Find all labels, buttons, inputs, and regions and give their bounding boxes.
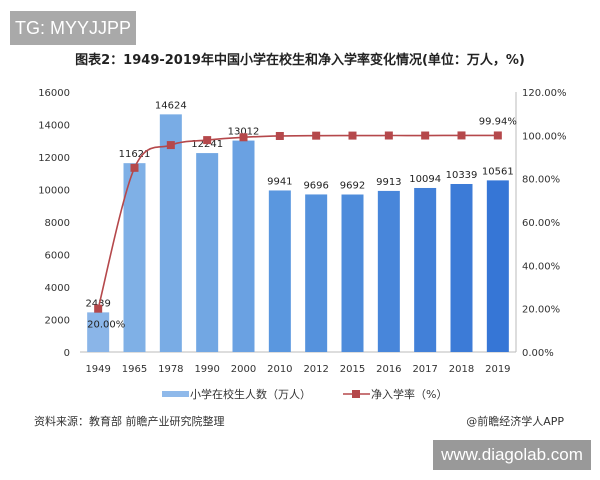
left-tick-label: 0 [64,348,70,359]
bar-1965 [123,163,146,352]
bar-value-label: 2439 [85,298,110,309]
rate-marker-1990 [203,136,212,145]
rate-marker-2000 [239,133,248,142]
bar-2012 [305,194,328,352]
bar-2015 [341,194,364,352]
right-tick-label: 20.00% [522,305,560,316]
left-tick-label: 4000 [45,283,70,294]
bar-2016 [377,190,400,352]
legend-line-label: 净入学率（%） [371,387,447,401]
right-tick-label: 40.00% [522,261,560,272]
rate-marker-2016 [384,131,393,140]
x-tick-label: 1965 [122,364,147,375]
bar-value-label: 9941 [267,176,292,187]
legend-bar-swatch [162,391,189,397]
left-tick-label: 6000 [45,251,70,262]
left-tick-label: 2000 [45,316,70,327]
x-tick-label: 1978 [158,364,183,375]
bar-value-label: 12241 [191,139,223,150]
x-tick-label: 2000 [231,364,256,375]
x-tick-label: 2016 [376,364,401,375]
bar-value-label: 14624 [155,100,187,111]
bar-value-label: 10561 [482,166,514,177]
x-tick-label: 2015 [340,364,365,375]
left-tick-label: 10000 [38,186,70,197]
x-tick-label: 2010 [267,364,292,375]
x-tick-label: 2019 [485,364,510,375]
rate-line [97,134,498,309]
bar-2017 [414,187,437,352]
bar-2018 [450,183,473,352]
rate-marker-2015 [348,131,357,140]
left-tick-label: 14000 [38,121,70,132]
left-tick-label: 16000 [38,88,70,99]
rate-marker-2017 [421,131,430,140]
watermark-bottom: www.diagolab.com [433,440,591,470]
bar-1949 [87,312,110,352]
bar-value-label: 13012 [228,127,260,138]
left-tick-label: 12000 [38,153,70,164]
legend-line-marker [352,390,360,398]
right-tick-label: 0.00% [522,348,554,359]
bar-2010 [268,190,291,352]
bar-value-label: 11621 [119,149,151,160]
rate-marker-2018 [457,131,466,140]
x-tick-label: 1990 [194,364,219,375]
credit: @前瞻经济学人APP [466,415,564,428]
bar-1990 [196,153,219,352]
rate-marker-1978 [166,141,175,150]
x-tick-label: 2018 [449,364,474,375]
bar-value-label: 9692 [340,181,365,192]
bar-value-label: 9696 [303,180,328,191]
source-note: 资料来源：教育部 前瞻产业研究院整理 [34,415,225,428]
bar-2000 [232,140,255,352]
rate-marker-1965 [130,163,139,172]
right-tick-label: 120.00% [522,88,567,99]
legend-bar-label: 小学在校生人数（万人） [190,387,311,401]
bar-1978 [159,114,182,352]
left-tick-label: 8000 [45,218,70,229]
chart-title: 图表2：1949-2019年中国小学在校生和净入学率变化情况(单位：万人，%) [75,53,525,68]
right-tick-label: 60.00% [522,218,560,229]
right-tick-label: 80.00% [522,175,560,186]
bar-value-label: 9913 [376,177,401,188]
rate-marker-1949 [94,304,103,313]
rate-label: 20.00% [87,320,125,331]
bar-value-label: 10339 [446,170,478,181]
bar-value-label: 10094 [409,174,441,185]
x-tick-label: 2017 [412,364,437,375]
rate-label: 99.94% [479,116,517,127]
watermark-top: TG: MYYJJPP [10,11,136,45]
rate-marker-2010 [275,131,284,140]
rate-marker-2012 [312,131,321,140]
x-tick-label: 1949 [85,364,110,375]
x-tick-label: 2012 [303,364,328,375]
right-tick-label: 100.00% [522,131,567,142]
bar-2019 [486,180,509,352]
rate-marker-2019 [493,131,502,140]
